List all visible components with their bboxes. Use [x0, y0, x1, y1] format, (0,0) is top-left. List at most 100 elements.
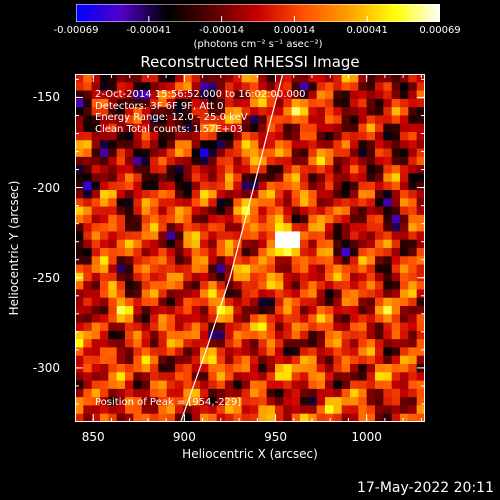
heatmap-cell: [216, 272, 226, 282]
heatmap-cell: [125, 223, 134, 232]
heatmap-cell: [358, 107, 368, 116]
heatmap-cell: [341, 165, 351, 174]
heatmap-cell: [158, 372, 168, 381]
heatmap-cell: [333, 380, 343, 390]
heatmap-cell: [191, 90, 201, 100]
heatmap-cell: [108, 98, 118, 108]
heatmap-cell: [233, 123, 243, 133]
heatmap-cell: [166, 388, 176, 398]
heatmap-cell: [158, 397, 168, 406]
heatmap-cell: [116, 248, 126, 257]
heatmap-cell: [91, 239, 101, 249]
heatmap-cell: [275, 107, 284, 116]
heatmap-cell: [125, 405, 134, 415]
heatmap-cell: [150, 107, 159, 116]
heatmap-cell: [416, 281, 425, 290]
heatmap-cell: [175, 281, 184, 290]
heatmap-cell: [141, 281, 151, 290]
heatmap-cell: [366, 165, 376, 174]
heatmap-cell: [241, 115, 251, 125]
heatmap-cell: [241, 148, 251, 158]
heatmap-cell: [250, 281, 259, 290]
heatmap-cell: [225, 413, 234, 422]
heatmap-cell: [183, 156, 193, 166]
heatmap-cell: [400, 272, 409, 282]
heatmap-cell: [350, 355, 359, 365]
heatmap-cell: [83, 165, 93, 174]
heatmap-cell: [83, 330, 93, 340]
heatmap-cell: [383, 330, 393, 340]
heatmap-cell: [416, 239, 425, 249]
heatmap-cell: [416, 405, 425, 415]
heatmap-cell: [275, 181, 284, 191]
heatmap-cell: [108, 256, 118, 265]
heatmap-cell: [308, 140, 318, 149]
heatmap-cell: [250, 413, 259, 422]
heatmap-cell: [200, 181, 209, 191]
heatmap-cell: [341, 82, 351, 91]
heatmap-cell: [391, 347, 401, 357]
heatmap-cell: [158, 330, 168, 340]
heatmap-cell: [250, 388, 259, 398]
heatmap-cell: [241, 107, 251, 116]
heatmap-cell: [366, 82, 376, 91]
heatmap-cell: [408, 74, 418, 83]
heatmap-cell: [150, 206, 159, 216]
heatmap-cell: [383, 165, 393, 174]
heatmap-cell: [83, 339, 93, 348]
heatmap-cell: [158, 347, 168, 357]
heatmap-cell: [258, 289, 268, 299]
heatmap-cell: [100, 107, 109, 116]
heatmap-cell: [400, 413, 409, 422]
heatmap-cell: [241, 380, 251, 390]
heatmap-cell: [100, 297, 109, 307]
heatmap-cell: [275, 289, 284, 299]
heatmap-cell: [341, 115, 351, 125]
heatmap-cell: [116, 173, 126, 183]
heatmap-cell: [241, 364, 251, 373]
heatmap-cell: [233, 181, 243, 191]
heatmap-cell: [150, 165, 159, 174]
heatmap-cell: [75, 405, 84, 415]
heatmap-cell: [141, 140, 151, 149]
heatmap-cell: [416, 231, 425, 241]
heatmap-cell: [325, 115, 334, 125]
heatmap-cell: [116, 388, 126, 398]
heatmap-cell: [100, 347, 109, 357]
heatmap-cell: [416, 306, 425, 315]
heatmap-cell: [291, 214, 301, 224]
heatmap-cell: [283, 90, 293, 100]
heatmap-cell: [366, 322, 376, 332]
heatmap-cell: [333, 364, 343, 373]
heatmap-cell: [125, 413, 134, 422]
heatmap-cell: [225, 140, 234, 149]
heatmap-cell: [375, 297, 384, 307]
heatmap-cell: [258, 165, 268, 174]
heatmap-cell: [258, 281, 268, 290]
heatmap-cell: [350, 248, 359, 257]
heatmap-cell: [83, 405, 93, 415]
heatmap-cell: [358, 330, 368, 340]
heatmap-cell: [300, 405, 309, 415]
heatmap-cell: [291, 372, 301, 381]
heatmap-cell: [241, 388, 251, 398]
heatmap-cell: [375, 181, 384, 191]
heatmap-cell: [275, 206, 284, 216]
heatmap-cell: [416, 339, 425, 348]
heatmap-cell: [191, 231, 201, 241]
heatmap-cell: [316, 123, 326, 133]
heatmap-cell: [391, 173, 401, 183]
heatmap-cell: [108, 214, 118, 224]
heatmap-cell: [400, 281, 409, 290]
heatmap-cell: [358, 140, 368, 149]
heatmap-cell: [358, 214, 368, 224]
heatmap-cell: [383, 231, 393, 241]
heatmap-cell: [208, 156, 218, 166]
heatmap-cell: [141, 380, 151, 390]
heatmap-cell: [375, 115, 384, 125]
heatmap-cell: [141, 165, 151, 174]
heatmap-cell: [258, 115, 268, 125]
heatmap-cell: [291, 173, 301, 183]
heatmap-cell: [375, 347, 384, 357]
heatmap-cell: [150, 132, 159, 141]
